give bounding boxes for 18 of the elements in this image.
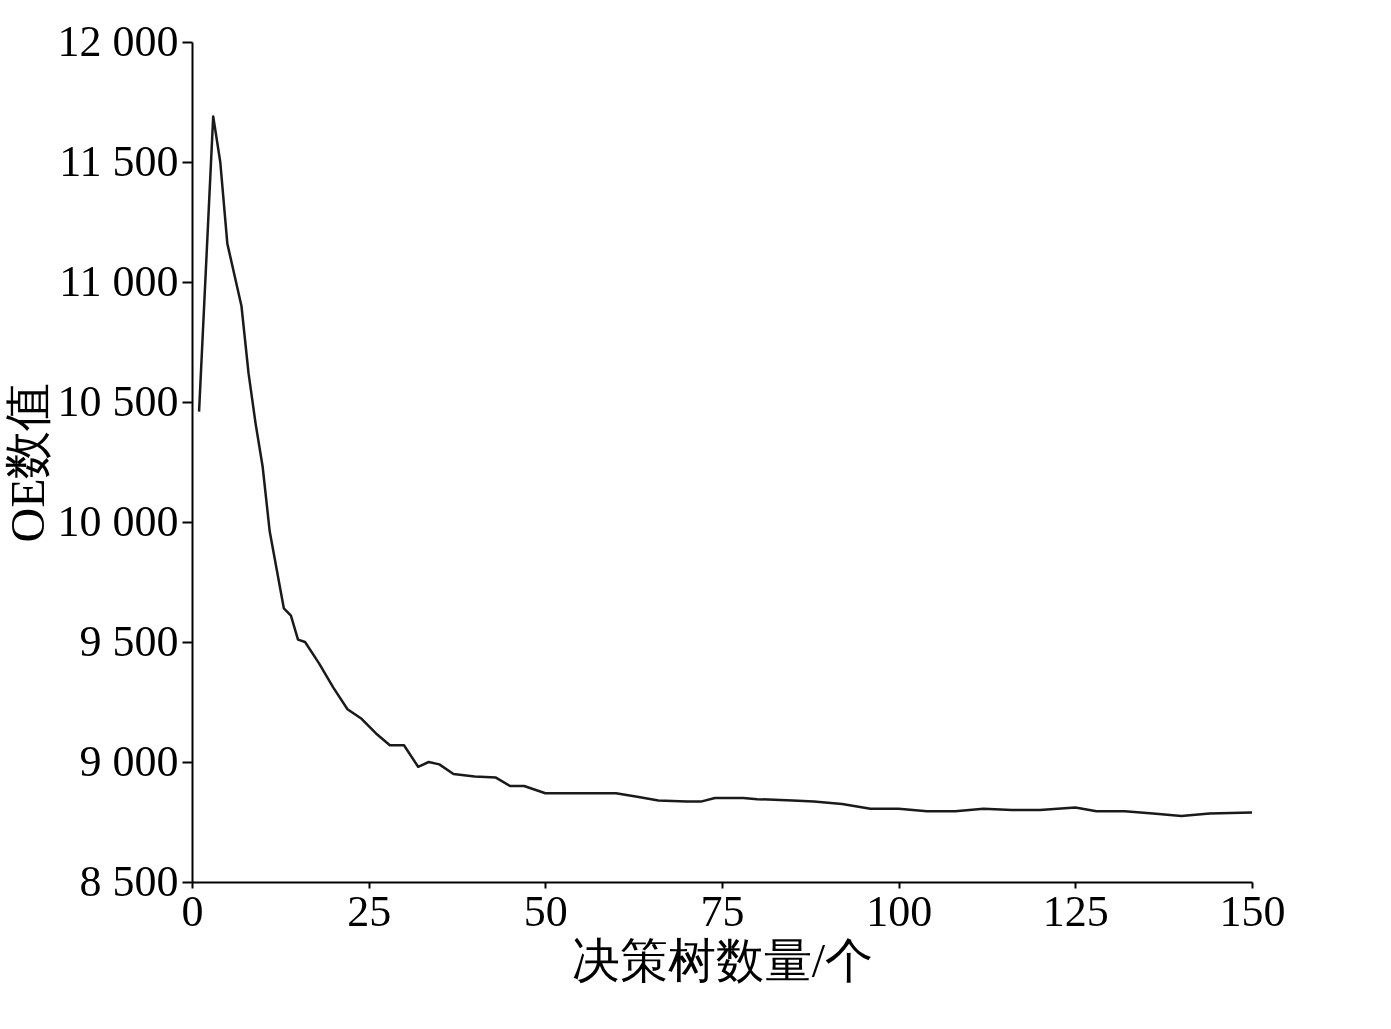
x-tick-label: 150 (1219, 886, 1286, 936)
y-tick-label: 10 500 (57, 376, 179, 426)
line-series (197, 115, 1254, 818)
x-tick-label: 125 (1042, 886, 1109, 936)
x-tick-label: 50 (523, 886, 568, 936)
x-tick-label: 25 (347, 886, 392, 936)
x-axis-title: 决策树数量/个 (571, 933, 874, 987)
y-tick-label: 10 000 (57, 496, 179, 546)
y-tick-label: 11 500 (59, 136, 179, 186)
x-tick-label: 100 (866, 886, 933, 936)
y-tick-label: 11 000 (59, 256, 179, 306)
y-tick-label: 9 000 (79, 736, 179, 786)
y-tick-label: 12 000 (57, 16, 179, 66)
y-axis-title: OE数值 (0, 382, 54, 543)
y-tick-label: 8 500 (79, 856, 179, 906)
x-tick-label: 0 (181, 886, 204, 936)
y-tick-label: 9 500 (79, 616, 179, 666)
x-tick-label: 75 (700, 886, 745, 936)
